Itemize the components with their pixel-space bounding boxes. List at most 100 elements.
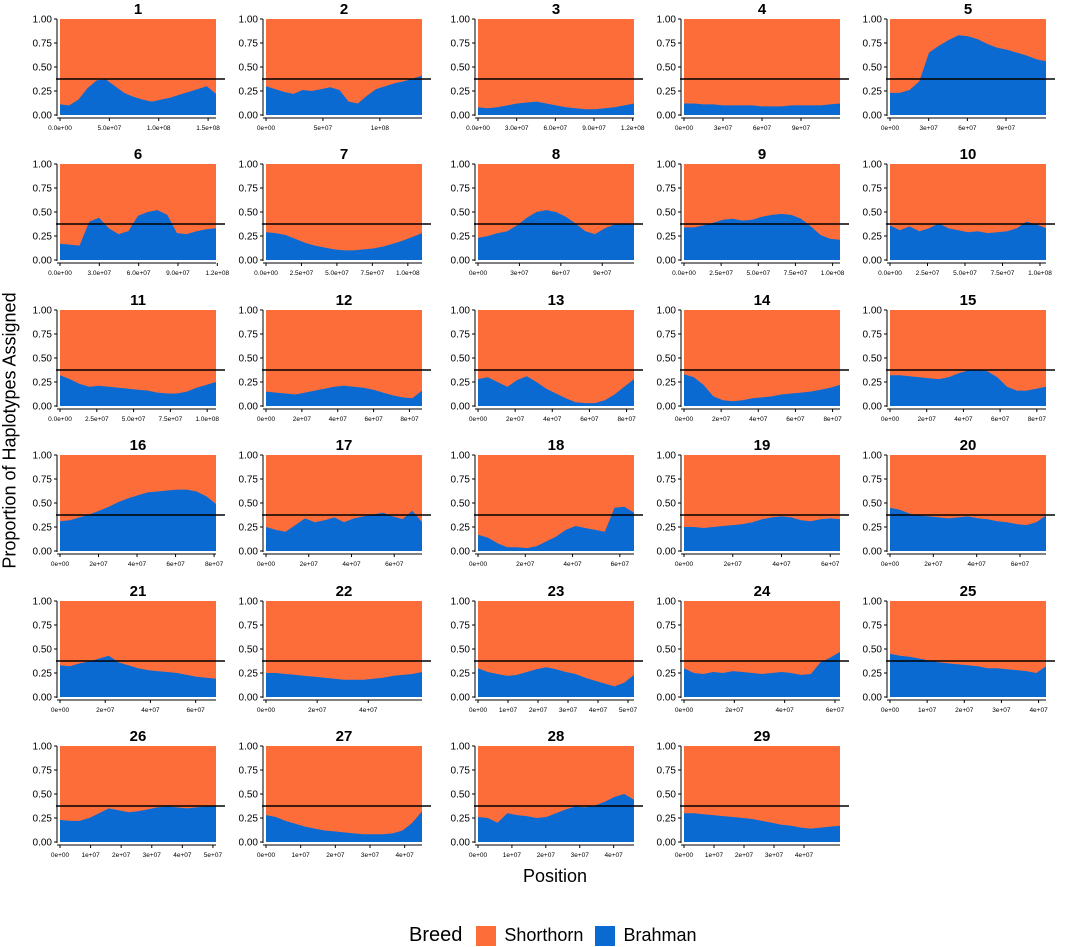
- panel-chr-28: 28 0.00 0.25 0.50 0.75 1.00 0e+00 1e+07 2e+07 3e+…: [451, 728, 643, 859]
- legend-title: Breed: [409, 924, 463, 946]
- x-tick-label: 2e+07: [529, 707, 548, 714]
- x-tick-label: 0.0e+00: [254, 270, 278, 277]
- y-tick-label: 1.00: [863, 306, 883, 317]
- y-tick-label: 0.25: [863, 669, 883, 680]
- y-tick-label: 1.00: [657, 306, 677, 317]
- y-tick-label: 0.00: [451, 693, 471, 704]
- x-tick-label: 0e+00: [881, 561, 900, 568]
- panel-chr-26: 26 0.00 0.25 0.50 0.75 1.00 0e+00 1e+07 2e+07 3e+…: [33, 728, 225, 859]
- brahman-area: [684, 813, 840, 842]
- panel-title: 16: [130, 437, 147, 454]
- x-tick-label: 2e+07: [326, 852, 345, 859]
- x-tick-label: 1.0e+08: [147, 125, 171, 132]
- x-tick-label: 5e+07: [204, 852, 223, 859]
- panel-chr-15: 15 0.00 0.25 0.50 0.75 1.00 0e+00 2e+07 4e+07 6e+…: [863, 292, 1055, 423]
- x-tick-label: 4e+07: [396, 852, 415, 859]
- y-tick-label: 1.00: [33, 597, 53, 608]
- y-tick-label: 0.00: [657, 256, 677, 267]
- y-tick-label: 0.75: [863, 475, 883, 486]
- y-tick-label: 0.50: [657, 790, 677, 801]
- legend-item-shorthorn: Shorthorn: [476, 925, 583, 946]
- y-tick-label: 0.25: [33, 87, 53, 98]
- x-tick-label: 0e+00: [675, 561, 694, 568]
- panel-chr-16: 16 0.00 0.25 0.50 0.75 1.00 0e+00 2e+07 4e+07 6e+…: [33, 437, 225, 568]
- y-tick-label: 0.00: [657, 838, 677, 849]
- x-tick-label: 0e+00: [469, 416, 488, 423]
- panel-title: 15: [960, 292, 977, 309]
- brahman-area: [684, 516, 840, 551]
- brahman-area: [478, 376, 634, 406]
- x-tick-label: 1.0e+08: [396, 270, 420, 277]
- x-tick-label: 3e+07: [992, 707, 1011, 714]
- y-tick-label: 0.75: [239, 475, 259, 486]
- panel-chr-10: 10 0.00 0.25 0.50 0.75 1.00 0.0e+00 2.5e+07 5.0e…: [863, 146, 1055, 277]
- y-tick-label: 1.00: [33, 160, 53, 171]
- y-tick-label: 1.00: [239, 15, 259, 26]
- brahman-area: [478, 506, 634, 551]
- x-tick-label: 1.0e+08: [195, 416, 219, 423]
- x-tick-label: 1e+07: [499, 707, 518, 714]
- brahman-area: [890, 369, 1046, 406]
- x-tick-label: 0e+00: [675, 707, 694, 714]
- y-tick-label: 0.75: [863, 330, 883, 341]
- y-tick-label: 0.50: [239, 63, 259, 74]
- y-tick-label: 0.75: [239, 766, 259, 777]
- y-tick-label: 0.75: [33, 330, 53, 341]
- y-axis-label: Proportion of Haplotypes Assigned: [0, 292, 20, 569]
- x-tick-label: 9e+07: [593, 270, 612, 277]
- y-tick-label: 0.00: [451, 111, 471, 122]
- y-tick-label: 0.00: [657, 111, 677, 122]
- panel-chr-5: 5 0.00 0.25 0.50 0.75 1.00 0e+00 3e+07 6e+07 9e+0…: [863, 1, 1055, 132]
- panel-chr-1: 1 0.00 0.25 0.50 0.75 1.00 0.0e+00 5.0e+07 1.0e+…: [33, 1, 225, 132]
- x-tick-label: 4e+07: [772, 561, 791, 568]
- x-tick-label: 2e+07: [506, 416, 525, 423]
- x-tick-label: 6e+07: [611, 561, 630, 568]
- x-tick-label: 8e+07: [823, 416, 842, 423]
- y-tick-label: 0.50: [33, 790, 53, 801]
- panel-title: 10: [960, 146, 977, 163]
- x-tick-label: 3.0e+07: [505, 125, 529, 132]
- legend-label-brahman: Brahman: [623, 925, 697, 945]
- y-tick-label: 0.00: [239, 838, 259, 849]
- y-tick-label: 0.50: [863, 645, 883, 656]
- legend-swatch-brahman: [595, 925, 616, 946]
- y-tick-label: 0.25: [863, 87, 883, 98]
- panel-chr-20: 20 0.00 0.25 0.50 0.75 1.00 0e+00 2e+07 4e+07 6e+…: [863, 437, 1055, 568]
- y-tick-label: 0.50: [657, 208, 677, 219]
- x-tick-label: 9.0e+07: [582, 125, 606, 132]
- y-tick-label: 0.25: [451, 669, 471, 680]
- y-tick-label: 0.50: [33, 354, 53, 365]
- brahman-area: [60, 805, 216, 842]
- x-tick-label: 6.0e+07: [127, 270, 151, 277]
- brahman-area: [890, 653, 1046, 697]
- y-tick-label: 0.00: [451, 838, 471, 849]
- x-tick-label: 1e+07: [503, 852, 522, 859]
- legend-item-brahman: Brahman: [595, 925, 696, 946]
- x-tick-label: 3e+07: [510, 270, 529, 277]
- y-tick-label: 0.75: [863, 184, 883, 195]
- y-tick-label: 0.50: [239, 208, 259, 219]
- x-tick-label: 2e+07: [725, 707, 744, 714]
- x-tick-label: 0e+00: [675, 416, 694, 423]
- brahman-area: [266, 232, 422, 260]
- brahman-area: [266, 510, 422, 551]
- brahman-area: [684, 651, 840, 697]
- y-tick-label: 1.00: [863, 160, 883, 171]
- x-tick-label: 0.0e+00: [48, 270, 72, 277]
- y-tick-label: 0.75: [657, 475, 677, 486]
- y-tick-label: 0.75: [657, 330, 677, 341]
- y-tick-label: 1.00: [239, 451, 259, 462]
- panel-title: 8: [552, 146, 560, 163]
- panel-chr-22: 22 0.00 0.25 0.50 0.75 1.00 0e+00 2e+07 4e+07: [239, 583, 431, 714]
- y-tick-label: 0.50: [33, 63, 53, 74]
- y-tick-label: 0.25: [657, 523, 677, 534]
- brahman-area: [60, 489, 216, 551]
- x-tick-label: 4e+07: [141, 707, 160, 714]
- x-tick-label: 2e+07: [96, 707, 115, 714]
- y-tick-label: 0.00: [863, 547, 883, 558]
- y-tick-label: 0.50: [33, 208, 53, 219]
- panel-chr-3: 3 0.00 0.25 0.50 0.75 1.00 0.0e+00 3.0e+07 6.0e+…: [451, 1, 645, 132]
- x-tick-label: 8e+07: [400, 416, 419, 423]
- x-tick-label: 2e+07: [735, 852, 754, 859]
- x-tick-label: 0e+00: [257, 561, 276, 568]
